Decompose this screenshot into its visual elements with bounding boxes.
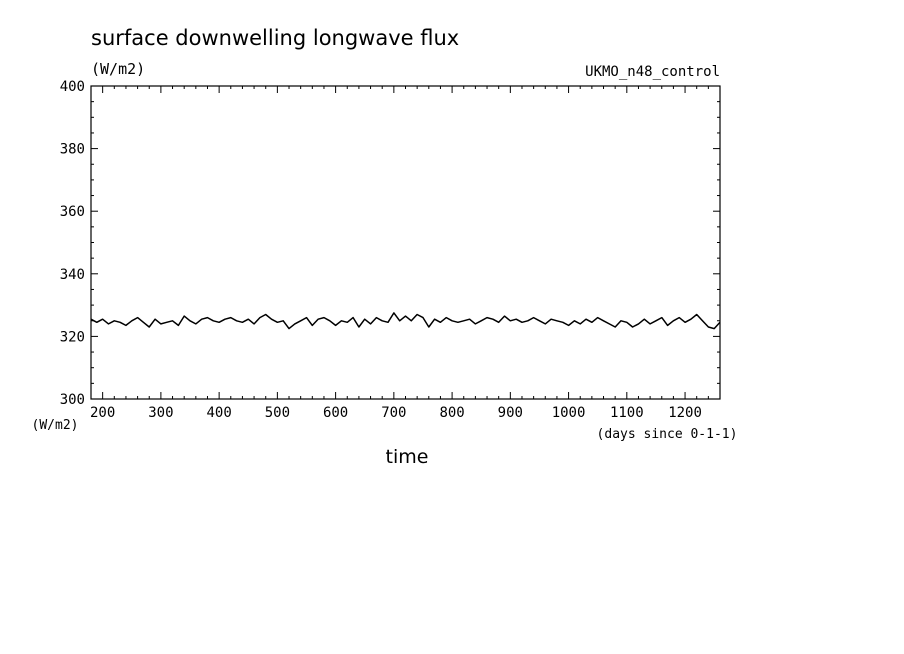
y-tick-label: 300 — [60, 392, 85, 408]
y-tick-label: 400 — [60, 79, 85, 95]
y-tick-label: 320 — [60, 329, 85, 345]
x-tick-label: 900 — [498, 405, 523, 421]
model-label: UKMO_n48_control — [585, 64, 720, 80]
series-line — [90, 312, 721, 330]
chart-title: surface downwelling longwave flux — [91, 26, 459, 50]
y-tick-label: 380 — [60, 142, 85, 158]
units-label: (W/m2) — [91, 60, 145, 78]
x-tick-label: 600 — [323, 405, 348, 421]
x-axis-title: time — [386, 446, 429, 468]
x-tick-label: 1200 — [668, 405, 702, 421]
x-tick-label: 700 — [381, 405, 406, 421]
plot-area: 200 300 400 500 600 700 800 900 1000 1100 1200 300 3… — [60, 79, 721, 421]
x-tick-label: 300 — [148, 405, 173, 421]
x-tick-label: 500 — [265, 405, 290, 421]
x-tick-label: 400 — [206, 405, 231, 421]
y-tick-label: 340 — [60, 267, 85, 283]
x-tick-label: 800 — [439, 405, 464, 421]
x-tick-label: 200 — [90, 405, 115, 421]
x-tick-label: 1100 — [610, 405, 644, 421]
y-axis-unit-label: (W/m2) — [32, 418, 79, 433]
x-tick-label: 1000 — [552, 405, 586, 421]
x-axis-unit-label: (days since 0-1-1) — [597, 427, 738, 442]
y-tick-label: 360 — [60, 204, 85, 220]
